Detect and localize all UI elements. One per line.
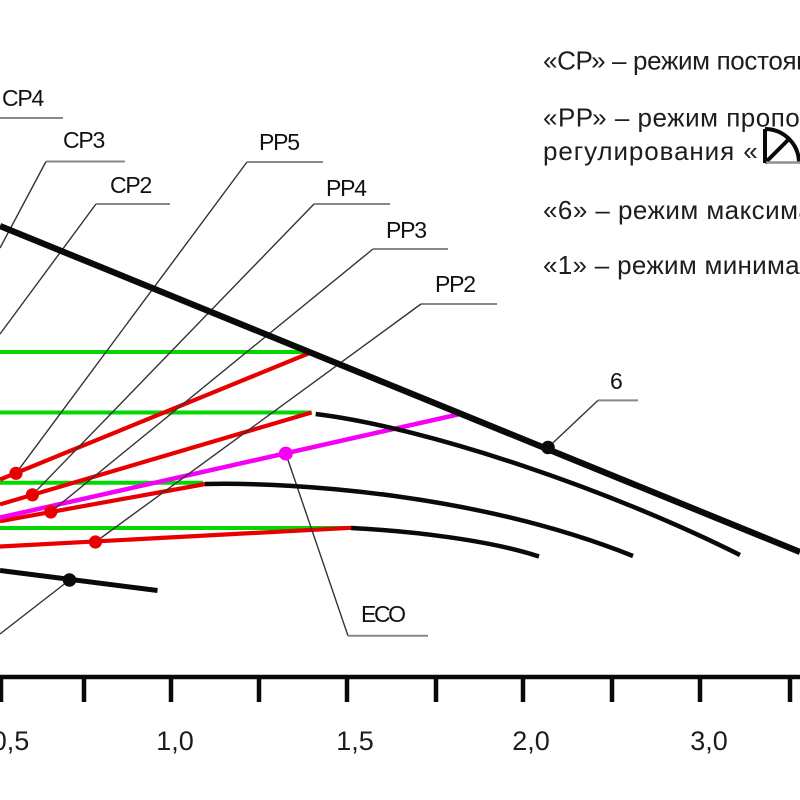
svg-text:«СР» – режим постоянного давле: «СР» – режим постоянного давления [543,46,800,76]
svg-text:ECO: ECO [361,601,405,627]
svg-text:6: 6 [610,368,622,394]
svg-text:«1» – режим минимальной: «1» – режим минимальной [543,250,800,280]
svg-text:2,0: 2,0 [512,726,550,756]
svg-text:1,5: 1,5 [336,726,374,756]
svg-text:CP3: CP3 [63,127,105,153]
svg-text:регулирования «: регулирования « [543,136,759,166]
svg-text:«6» – режим максимальной: «6» – режим максимальной [543,195,800,225]
svg-text:1,0: 1,0 [156,726,194,756]
svg-text:PP4: PP4 [326,175,367,201]
svg-text:PP3: PP3 [386,217,426,243]
svg-text:0,5: 0,5 [0,726,29,756]
svg-text:CP2: CP2 [110,172,152,198]
svg-text:PP5: PP5 [259,129,299,155]
svg-text:3,0: 3,0 [690,726,728,756]
svg-text:PP2: PP2 [435,271,475,297]
svg-text:«РР» – режим пропорционального: «РР» – режим пропорционального [543,102,800,132]
svg-text:CP4: CP4 [2,85,45,111]
